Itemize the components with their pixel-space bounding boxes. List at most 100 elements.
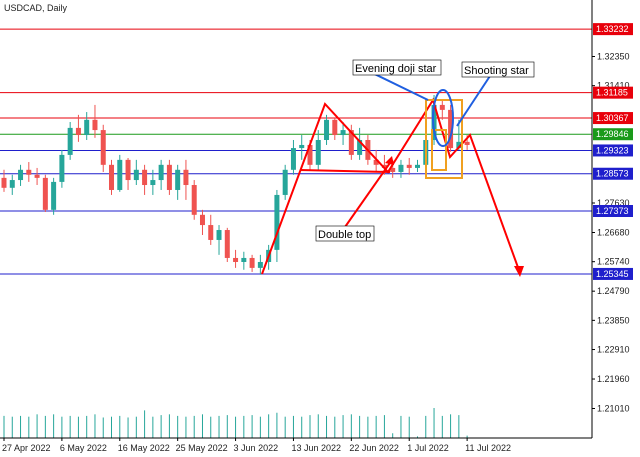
- annotation: Double top: [318, 229, 371, 241]
- x-tick-label: 1 Jul 2022: [407, 443, 449, 453]
- x-tick-label: 22 Jun 2022: [349, 443, 399, 453]
- candle-body: [332, 119, 338, 136]
- x-tick-label: 27 Apr 2022: [2, 443, 51, 453]
- candle-body: [324, 119, 330, 140]
- x-tick-label: 16 May 2022: [118, 443, 170, 453]
- level-label: 1.25345: [596, 269, 629, 279]
- candle-body: [315, 139, 321, 165]
- x-tick-label: 6 May 2022: [60, 443, 107, 453]
- label-box: [315, 225, 375, 242]
- candle-body: [133, 169, 139, 181]
- candle-body: [373, 159, 379, 165]
- level-label-bg: [593, 128, 633, 141]
- y-tick-label: 1.21010: [597, 404, 630, 414]
- y-tick-label: 1.22910: [597, 345, 630, 355]
- candle-body: [456, 141, 462, 149]
- candle-body: [415, 164, 420, 168]
- level-label-bg: [593, 204, 633, 217]
- x-tick-label: 11 Jul 2022: [465, 443, 511, 453]
- level-label-bg: [593, 144, 633, 157]
- candle-body: [282, 169, 288, 195]
- candle-body: [191, 185, 197, 215]
- level-label-bg: [593, 267, 633, 280]
- level-label-bg: [593, 112, 633, 125]
- candle-body: [150, 180, 156, 186]
- candle-body: [158, 164, 164, 181]
- level-label-bg: [593, 86, 633, 99]
- candle-body: [42, 177, 48, 210]
- candle-body: [175, 169, 181, 190]
- candle-body: [381, 164, 387, 168]
- candle-body: [348, 130, 354, 155]
- level-label: 1.29323: [596, 145, 629, 155]
- y-tick-label: 1.26680: [597, 228, 630, 238]
- candle-body: [142, 169, 148, 186]
- y-tick-label: 1.25740: [597, 257, 630, 267]
- y-tick-label: 1.32350: [597, 51, 630, 61]
- candle-body: [92, 119, 98, 131]
- candle-body: [398, 164, 404, 172]
- candle-body: [59, 154, 65, 182]
- candle-body: [290, 148, 296, 170]
- candle-body: [125, 159, 131, 181]
- candle-body: [216, 230, 222, 240]
- arrowhead: [385, 156, 394, 165]
- chart-title: USDCAD, Daily: [4, 3, 68, 13]
- x-tick-label: 13 Jun 2022: [291, 443, 341, 453]
- annotation: Shooting star: [464, 65, 529, 77]
- level-label: 1.28573: [596, 169, 629, 179]
- candle-body: [390, 167, 396, 172]
- level-label: 1.31185: [596, 88, 628, 98]
- level-label: 1.30367: [596, 113, 629, 123]
- candle-body: [9, 180, 15, 188]
- label-box: [461, 61, 535, 78]
- x-tick-label: 3 Jun 2022: [234, 443, 279, 453]
- candle-body: [67, 127, 73, 155]
- levels: [0, 28, 592, 275]
- candle-body: [1, 177, 7, 188]
- level-label: 1.27373: [596, 206, 629, 216]
- candle-body: [51, 181, 57, 210]
- y-tick-label: 1.23850: [597, 315, 630, 325]
- candle-body: [18, 169, 24, 181]
- box: [431, 129, 447, 171]
- candle-body: [464, 141, 470, 145]
- candle-body: [84, 119, 90, 136]
- candle-body: [299, 144, 305, 149]
- candle-body: [307, 144, 313, 165]
- candle-body: [100, 130, 106, 165]
- arrowhead: [514, 266, 524, 277]
- candle-body: [34, 174, 40, 178]
- candle-body: [183, 169, 189, 186]
- candle-body: [439, 104, 445, 110]
- annotation: Evening doji star: [355, 63, 437, 75]
- circle: [432, 89, 454, 147]
- candle-body: [208, 225, 214, 240]
- box: [425, 99, 463, 179]
- candle-body: [26, 169, 32, 175]
- candle-body: [109, 164, 115, 190]
- level-label: 1.33232: [596, 24, 629, 34]
- axes: 1.32350 1.31410 1.27630 1.26680 1.25740 1.247…: [2, 23, 633, 453]
- candle-body: [75, 127, 81, 136]
- y-tick-label: 1.24790: [597, 286, 630, 296]
- candle-body: [257, 261, 263, 268]
- label-box: [352, 59, 442, 76]
- level-label: 1.29846: [596, 129, 629, 139]
- neckline: [299, 169, 391, 173]
- candle-body: [357, 139, 363, 155]
- level-label-bg: [593, 167, 633, 180]
- candle-body: [340, 130, 346, 136]
- y-tick-label: 1.31410: [597, 81, 630, 91]
- y-tick-label: 1.21960: [597, 374, 630, 384]
- arrow: [456, 75, 491, 127]
- level-label-bg: [593, 23, 633, 36]
- candle-body: [241, 257, 247, 262]
- candle-body: [448, 109, 454, 149]
- candle-body: [249, 257, 255, 268]
- candle-body: [233, 257, 239, 262]
- candle-body: [117, 159, 123, 190]
- candle-body: [199, 214, 205, 226]
- x-tick-label: 25 May 2022: [176, 443, 228, 453]
